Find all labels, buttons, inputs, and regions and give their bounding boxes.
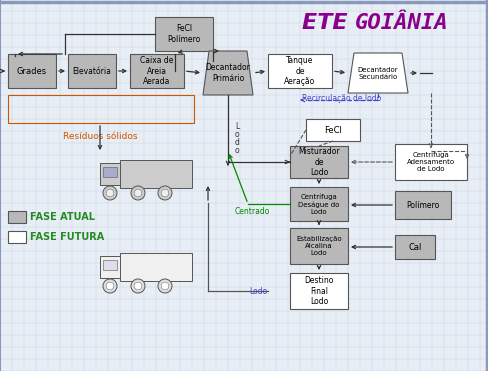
Text: Grades: Grades bbox=[17, 66, 47, 76]
Bar bbox=[100, 163, 122, 185]
Bar bbox=[289, 273, 347, 309]
Text: Recirculação de lodo: Recirculação de lodo bbox=[302, 94, 381, 103]
Text: Centrífuga
Deságue do
Lodo: Centrífuga Deságue do Lodo bbox=[298, 193, 339, 214]
Text: FASE FUTURA: FASE FUTURA bbox=[30, 232, 104, 242]
Text: Resíduos sólidos: Resíduos sólidos bbox=[62, 131, 137, 141]
Text: Centrado: Centrado bbox=[234, 207, 269, 216]
Text: o: o bbox=[234, 129, 239, 138]
Bar bbox=[394, 191, 450, 219]
Polygon shape bbox=[203, 51, 252, 95]
Text: Destino
Final
Lodo: Destino Final Lodo bbox=[304, 276, 333, 306]
Bar bbox=[120, 160, 192, 188]
Circle shape bbox=[103, 186, 117, 200]
Bar bbox=[394, 235, 434, 259]
Text: o: o bbox=[234, 145, 239, 154]
Bar bbox=[155, 17, 213, 51]
Bar bbox=[120, 253, 192, 281]
Bar bbox=[8, 231, 26, 243]
Bar bbox=[289, 146, 347, 178]
Bar bbox=[100, 256, 122, 278]
Bar bbox=[289, 228, 347, 264]
Bar bbox=[103, 260, 117, 270]
Bar bbox=[289, 187, 347, 221]
Text: Estabilização
Alcalina
Lodo: Estabilização Alcalina Lodo bbox=[296, 236, 341, 256]
Circle shape bbox=[131, 186, 145, 200]
Text: Cal: Cal bbox=[407, 243, 421, 252]
Text: Decantador
Secundário: Decantador Secundário bbox=[357, 66, 398, 79]
Bar bbox=[267, 54, 331, 88]
Circle shape bbox=[158, 186, 172, 200]
Circle shape bbox=[134, 189, 142, 197]
Bar bbox=[305, 119, 359, 141]
Bar bbox=[68, 54, 116, 88]
Circle shape bbox=[161, 189, 168, 197]
Text: L: L bbox=[234, 121, 239, 131]
Bar bbox=[394, 144, 466, 180]
Polygon shape bbox=[347, 53, 407, 93]
Circle shape bbox=[158, 279, 172, 293]
Bar bbox=[130, 54, 183, 88]
Text: Polímero: Polímero bbox=[406, 200, 439, 210]
Text: Centrífuga
Adensamento
de Lodo: Centrífuga Adensamento de Lodo bbox=[406, 152, 454, 172]
Text: ETE: ETE bbox=[301, 13, 354, 33]
Circle shape bbox=[103, 279, 117, 293]
Text: d: d bbox=[234, 138, 239, 147]
Circle shape bbox=[134, 282, 142, 290]
Bar bbox=[103, 167, 117, 177]
Circle shape bbox=[131, 279, 145, 293]
Text: Elevatória: Elevatória bbox=[72, 66, 111, 76]
Text: Misturador
de
Lodo: Misturador de Lodo bbox=[298, 147, 339, 177]
Bar bbox=[8, 211, 26, 223]
Circle shape bbox=[106, 189, 114, 197]
Text: FeCl
Polímero: FeCl Polímero bbox=[167, 24, 200, 44]
Circle shape bbox=[106, 282, 114, 290]
Circle shape bbox=[161, 282, 168, 290]
Bar bbox=[8, 95, 194, 123]
Text: Caixa de
Areia
Aerada: Caixa de Areia Aerada bbox=[140, 56, 173, 86]
Text: FeCl: FeCl bbox=[324, 125, 341, 135]
Text: Decantador
Primário: Decantador Primário bbox=[205, 63, 250, 83]
Text: GOIÂNIA: GOIÂNIA bbox=[354, 13, 447, 33]
Text: Tanque
de
Aeração: Tanque de Aeração bbox=[284, 56, 315, 86]
Text: Lodo: Lodo bbox=[248, 286, 266, 295]
Bar bbox=[8, 54, 56, 88]
Text: FASE ATUAL: FASE ATUAL bbox=[30, 212, 95, 222]
